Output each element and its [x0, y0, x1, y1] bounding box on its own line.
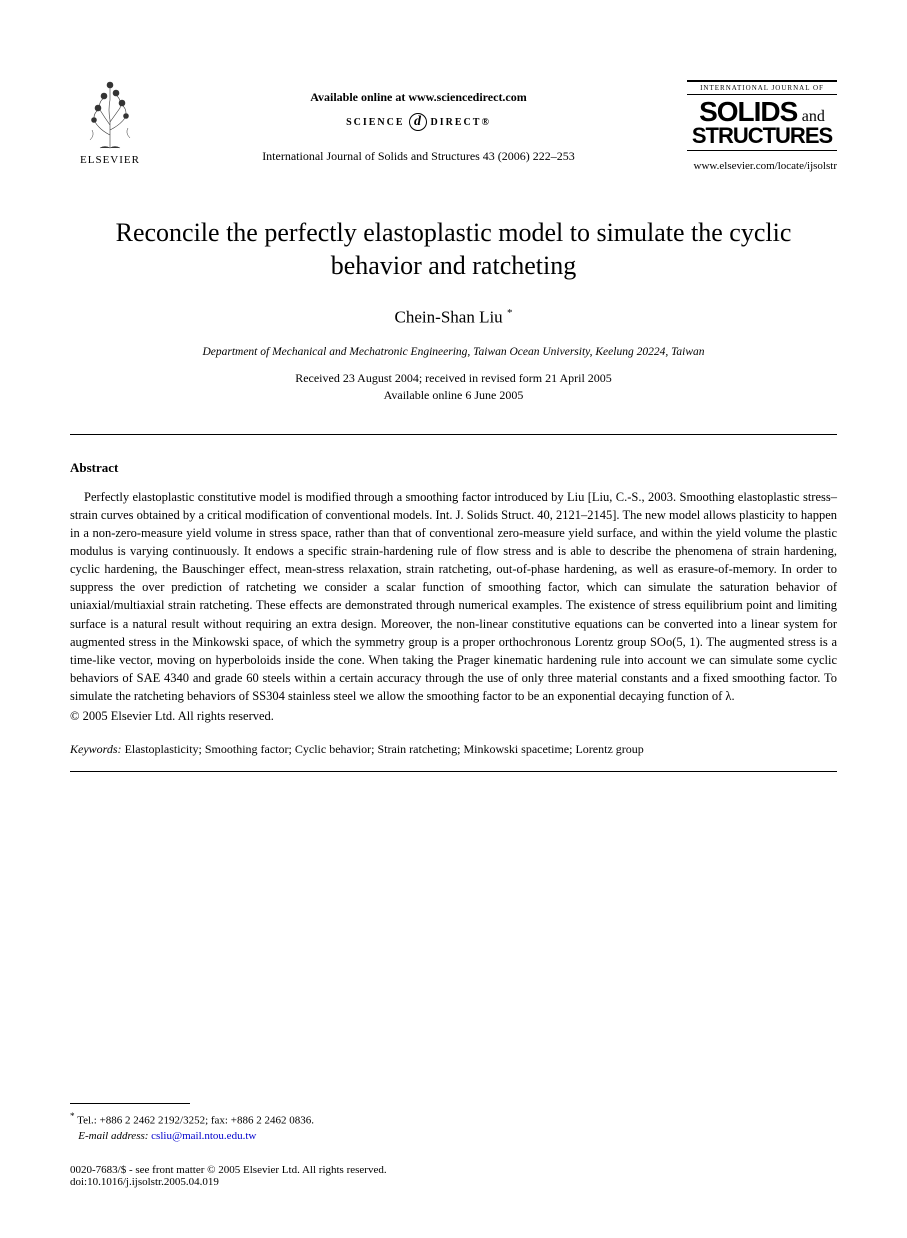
keywords-text: Elastoplasticity; Smoothing factor; Cycl…	[122, 742, 644, 756]
email-label: E-mail address:	[78, 1130, 148, 1142]
footnote-email-line: E-mail address: csliu@mail.ntou.edu.tw	[70, 1129, 837, 1144]
abstract-heading: Abstract	[70, 460, 837, 476]
affiliation: Department of Mechanical and Mechatronic…	[70, 346, 837, 358]
dates-block: Received 23 August 2004; received in rev…	[70, 370, 837, 404]
copyright-line: © 2005 Elsevier Ltd. All rights reserved…	[70, 709, 837, 724]
paper-title: Reconcile the perfectly elastoplastic mo…	[70, 217, 837, 282]
dates-line-1: Received 23 August 2004; received in rev…	[70, 370, 837, 387]
elsevier-logo: ELSEVIER	[70, 80, 150, 166]
author-marker: *	[507, 307, 513, 319]
journal-logo-bottom-rule	[687, 150, 837, 152]
dates-line-2: Available online 6 June 2005	[70, 387, 837, 404]
rule-below-keywords	[70, 771, 837, 772]
journal-url: www.elsevier.com/locate/ijsolstr	[687, 160, 837, 172]
science-direct-right: DIRECT®	[431, 117, 491, 128]
elsevier-tree-icon	[80, 80, 140, 150]
keywords-label: Keywords:	[70, 742, 122, 756]
available-online-text: Available online at www.sciencedirect.co…	[150, 90, 687, 105]
center-header: Available online at www.sciencedirect.co…	[150, 80, 687, 164]
footnote-tel-fax: Tel.: +886 2 2462 2192/3252; fax: +886 2…	[75, 1114, 314, 1126]
author-name: Chein-Shan Liu	[395, 308, 503, 327]
footnote-separator	[70, 1103, 190, 1104]
header-row: ELSEVIER Available online at www.science…	[70, 80, 837, 172]
science-direct-icon: d	[409, 113, 427, 131]
science-direct-left: SCIENCE	[346, 117, 404, 128]
rule-above-abstract	[70, 434, 837, 435]
science-direct-logo: SCIENCE d DIRECT®	[150, 113, 687, 131]
journal-reference: International Journal of Solids and Stru…	[150, 149, 687, 164]
issn-line: 0020-7683/$ - see front matter © 2005 El…	[70, 1164, 837, 1176]
elsevier-label: ELSEVIER	[80, 154, 140, 166]
footer: * Tel.: +886 2 2462 2192/3252; fax: +886…	[70, 1103, 837, 1188]
doi-line: doi:10.1016/j.ijsolstr.2005.04.019	[70, 1176, 837, 1188]
journal-logo: INTERNATIONAL JOURNAL OF SOLIDS and STRU…	[687, 80, 837, 172]
footnote-contact: * Tel.: +886 2 2462 2192/3252; fax: +886…	[70, 1110, 837, 1129]
keywords-line: Keywords: Elastoplasticity; Smoothing fa…	[70, 742, 837, 757]
journal-logo-main: SOLIDS and STRUCTURES	[687, 95, 837, 150]
journal-logo-structures: STRUCTURES	[692, 123, 832, 148]
journal-logo-top-line: INTERNATIONAL JOURNAL OF	[687, 80, 837, 95]
abstract-body: Perfectly elastoplastic constitutive mod…	[70, 488, 837, 706]
author-line: Chein-Shan Liu *	[70, 307, 837, 328]
email-link[interactable]: csliu@mail.ntou.edu.tw	[151, 1130, 256, 1142]
